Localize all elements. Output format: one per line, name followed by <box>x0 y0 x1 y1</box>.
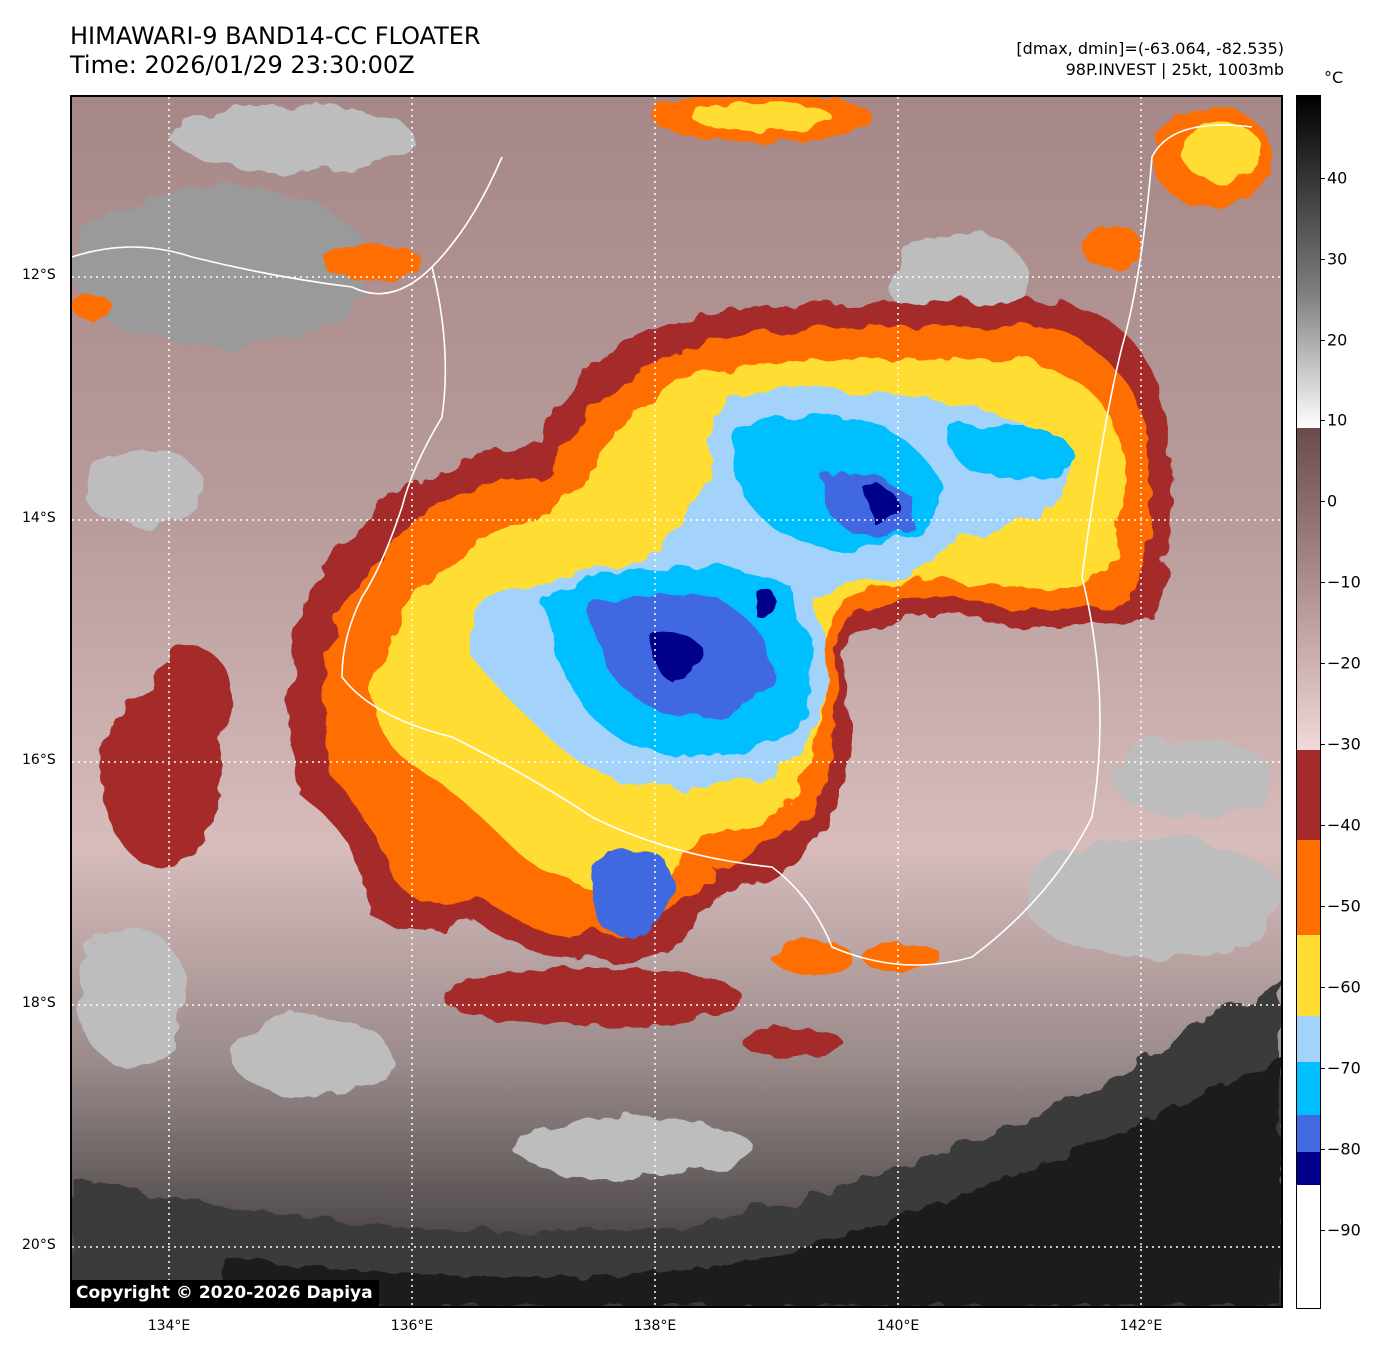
colorbar-label-minus-50: −50 <box>1327 896 1361 916</box>
figure-title: HIMAWARI-9 BAND14-CC FLOATER Time: 2026/… <box>70 22 481 80</box>
colorbar-tick <box>1320 259 1325 260</box>
band-minus-85 <box>651 486 902 682</box>
warm-cloud-patches <box>72 102 1281 1177</box>
colorbar-tick <box>1320 420 1325 421</box>
storm-metadata: [dmax, dmin]=(-63.064, -82.535) 98P.INVE… <box>1016 38 1284 80</box>
temperature-range-readout: [dmax, dmin]=(-63.064, -82.535) <box>1016 39 1284 58</box>
lon-label-142e: 142°E <box>1119 1318 1163 1334</box>
colorbar-tick <box>1320 1230 1325 1231</box>
valid-time: Time: 2026/01/29 23:30:00Z <box>70 51 415 79</box>
colorbar-label-minus-80: −80 <box>1327 1139 1361 1159</box>
colorbar-tick <box>1320 906 1325 907</box>
lat-label-20s: 20°S <box>22 1237 56 1253</box>
colorbar-label-minus-20: −20 <box>1327 653 1361 673</box>
colorbar-tick <box>1320 501 1325 502</box>
colorbar-label-10: 10 <box>1327 410 1348 430</box>
darker-clear-region <box>222 1057 1281 1306</box>
colorbar-gradient <box>1297 96 1320 1308</box>
storm-info: 98P.INVEST | 25kt, 1003mb <box>1065 60 1284 79</box>
colorbar-label-minus-10: −10 <box>1327 572 1361 592</box>
colorbar-label-minus-30: −30 <box>1327 734 1361 754</box>
colorbar-label-minus-60: −60 <box>1327 977 1361 997</box>
colorbar-label-40: 40 <box>1327 168 1348 188</box>
lon-label-140e: 140°E <box>876 1318 920 1334</box>
colorbar-label-minus-70: −70 <box>1327 1058 1361 1078</box>
lon-label-138e: 138°E <box>633 1318 677 1334</box>
lon-label-136e: 136°E <box>390 1318 434 1334</box>
colorbar-label-20: 20 <box>1327 330 1348 350</box>
colorbar-label-minus-90: −90 <box>1327 1220 1361 1240</box>
lat-label-16s: 16°S <box>22 752 56 768</box>
colorbar-tick <box>1320 582 1325 583</box>
colorbar-tick <box>1320 178 1325 179</box>
colorbar-tick <box>1320 825 1325 826</box>
convective-cloud-shield <box>287 300 1172 961</box>
ir-imagery <box>72 97 1281 1306</box>
colorbar-tick <box>1320 663 1325 664</box>
southern-cell <box>588 847 672 935</box>
colorbar-label-minus-40: −40 <box>1327 815 1361 835</box>
coastline <box>72 124 1253 966</box>
temperature-colorbar <box>1296 95 1321 1309</box>
lat-label-18s: 18°S <box>22 995 56 1011</box>
lat-label-14s: 14°S <box>22 510 56 526</box>
satellite-product-title: HIMAWARI-9 BAND14-CC FLOATER <box>70 22 481 50</box>
colorbar-tick <box>1320 987 1325 988</box>
colorbar-tick <box>1320 340 1325 341</box>
copyright-label: Copyright © 2020-2026 Dapiya <box>70 1280 379 1307</box>
colorbar-tick <box>1320 1149 1325 1150</box>
colorbar-label-30: 30 <box>1327 249 1348 269</box>
lon-label-134e: 134°E <box>147 1318 191 1334</box>
colorbar-tick <box>1320 744 1325 745</box>
colorbar-tick <box>1320 1068 1325 1069</box>
lat-label-12s: 12°S <box>22 267 56 283</box>
colorbar-unit: °C <box>1324 68 1344 87</box>
satellite-image-map <box>70 95 1283 1308</box>
colorbar-label-0: 0 <box>1327 491 1338 511</box>
